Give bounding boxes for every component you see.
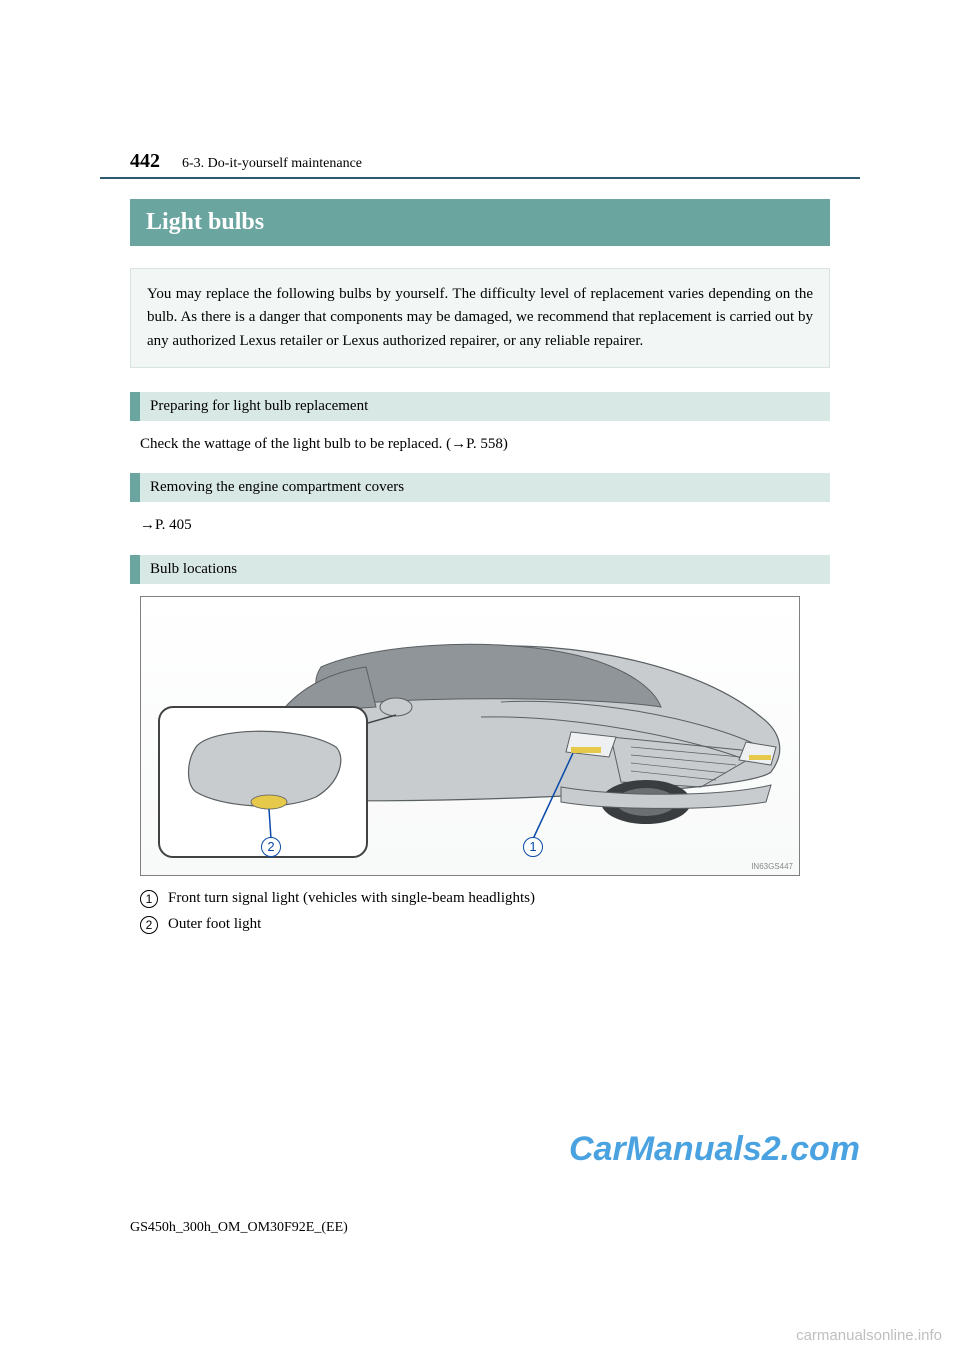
content-area: Light bulbs You may replace the followin… [100,199,860,934]
section-path: 6-3. Do-it-yourself maintenance [182,156,362,172]
legend-num-1: 1 [140,890,158,908]
bulb-location-figure: 1 2 IN63GS447 [140,596,800,876]
page-header: 442 6-3. Do-it-yourself maintenance [100,150,860,173]
watermark-small: carmanualsonline.info [796,1327,942,1344]
page: 442 6-3. Do-it-yourself maintenance Ligh… [0,0,960,934]
legend-text-1: Front turn signal light (vehicles with s… [168,890,535,907]
callout-1: 1 [523,837,543,857]
document-id: GS450h_300h_OM_OM30F92E_(EE) [130,1220,348,1236]
legend-num-2: 2 [140,916,158,934]
arrow-icon: → [451,435,466,452]
inset-mirror-icon [159,707,367,857]
body-remove: →P. 405 [140,514,830,537]
remove-text: P. 405 [155,517,192,533]
figure-code: IN63GS447 [751,862,793,871]
prep-prefix: Check the wattage of the light bulb to b… [140,436,451,452]
watermark-large: CarManuals2.com [569,1130,860,1169]
callout-2: 2 [261,837,281,857]
heading-remove: Removing the engine compartment covers [130,473,830,502]
prep-suffix: P. 558) [466,436,508,452]
body-prep: Check the wattage of the light bulb to b… [140,433,830,456]
page-title: Light bulbs [130,199,830,246]
legend-item-2: 2 Outer foot light [140,916,830,934]
legend-text-2: Outer foot light [168,916,261,933]
intro-box: You may replace the following bulbs by y… [130,268,830,368]
page-number: 442 [130,150,160,173]
legend-item-1: 1 Front turn signal light (vehicles with… [140,890,830,908]
car-diagram-svg [141,597,800,876]
header-rule [100,177,860,179]
heading-prep: Preparing for light bulb replacement [130,392,830,421]
arrow-icon: → [140,516,155,533]
heading-locations: Bulb locations [130,555,830,584]
